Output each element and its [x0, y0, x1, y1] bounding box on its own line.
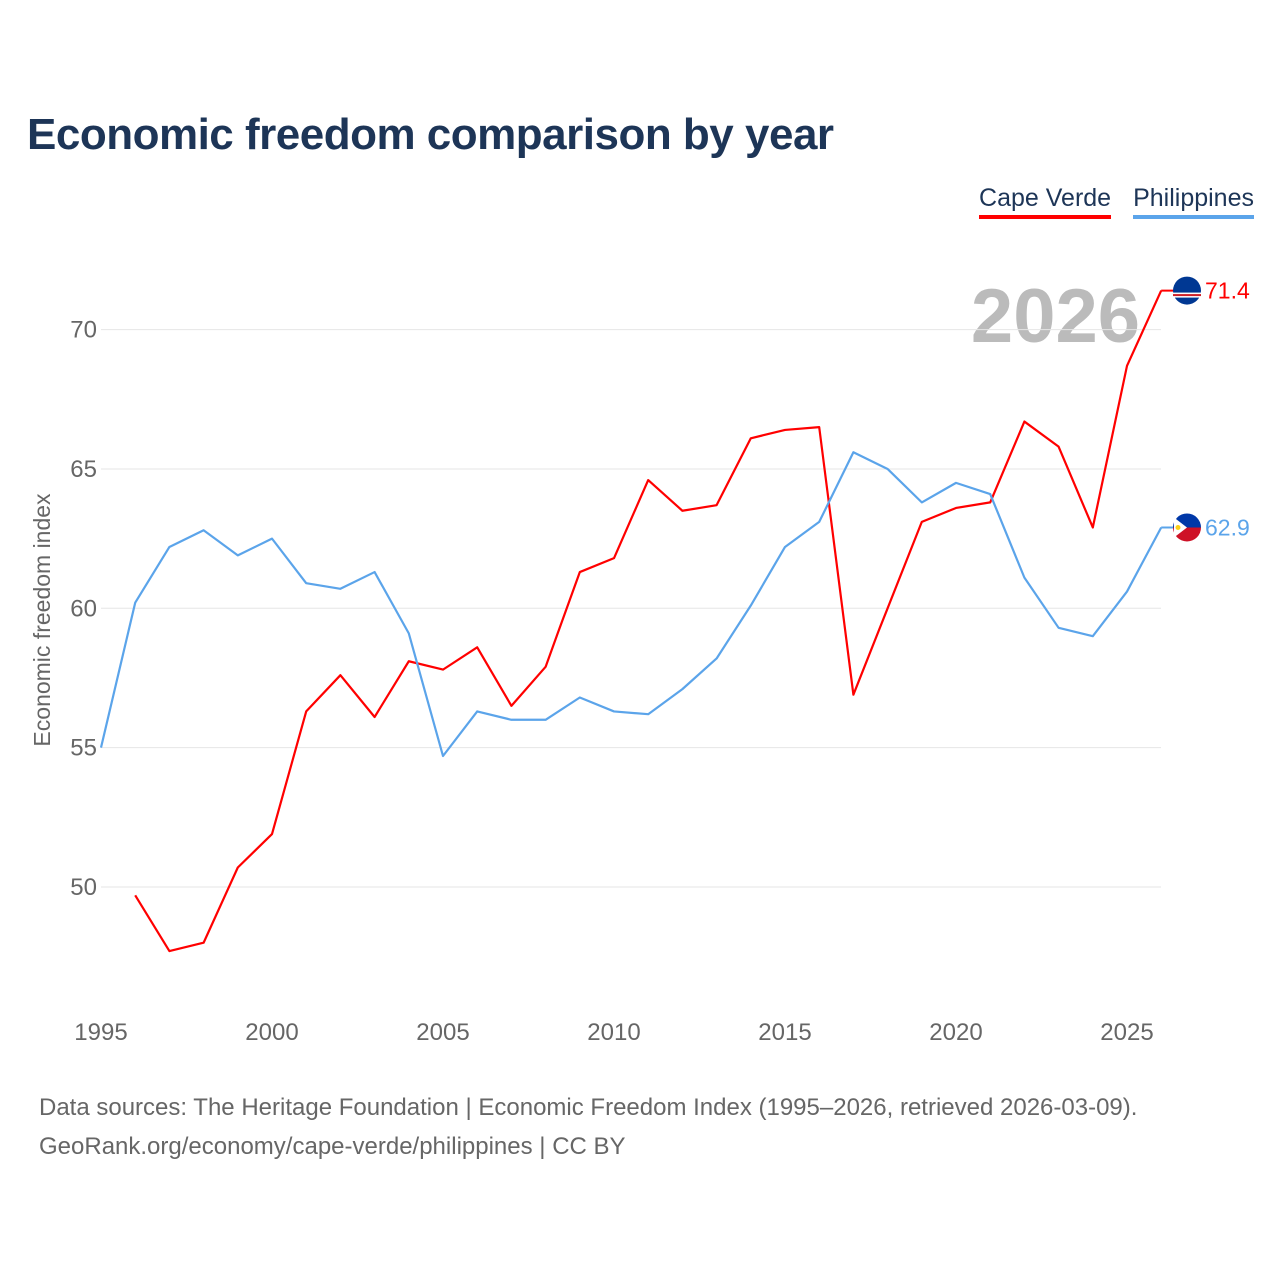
end-value-label: 62.9	[1205, 514, 1250, 540]
source-note: Data sources: The Heritage Foundation | …	[39, 1088, 1137, 1166]
philippines-flag-icon	[1161, 513, 1201, 542]
series-line-cape-verde[interactable]	[134, 290, 1163, 953]
x-tick-label: 2015	[758, 1019, 811, 1046]
legend: Cape Verde Philippines	[979, 184, 1254, 219]
cape-verde-flag-icon	[1161, 276, 1201, 305]
y-axis-label: Economic freedom index	[29, 493, 55, 747]
x-tick-label: 2025	[1100, 1019, 1153, 1046]
x-tick-label: 1995	[74, 1019, 127, 1046]
source-line-1: Data sources: The Heritage Foundation | …	[39, 1094, 1138, 1121]
end-value-label: 71.4	[1205, 278, 1250, 304]
x-tick-label: 2020	[929, 1019, 982, 1046]
y-tick-label: 50	[70, 874, 97, 901]
y-tick-label: 70	[70, 317, 97, 344]
chart-title: Economic freedom comparison by year	[27, 110, 834, 159]
year-watermark: 2026	[971, 274, 1140, 359]
y-tick-label: 60	[70, 595, 97, 622]
x-tick-label: 2000	[245, 1019, 298, 1046]
legend-cape-verde[interactable]: Cape Verde	[979, 184, 1112, 219]
y-tick-label: 55	[70, 735, 97, 762]
source-line-2[interactable]: GeoRank.org/economy/cape-verde/philippin…	[39, 1133, 626, 1160]
legend-philippines[interactable]: Philippines	[1133, 184, 1254, 219]
x-tick-label: 2010	[587, 1019, 640, 1046]
y-tick-label: 65	[70, 456, 97, 483]
series-line-philippines[interactable]	[99, 451, 1163, 758]
x-tick-label: 2005	[416, 1019, 469, 1046]
